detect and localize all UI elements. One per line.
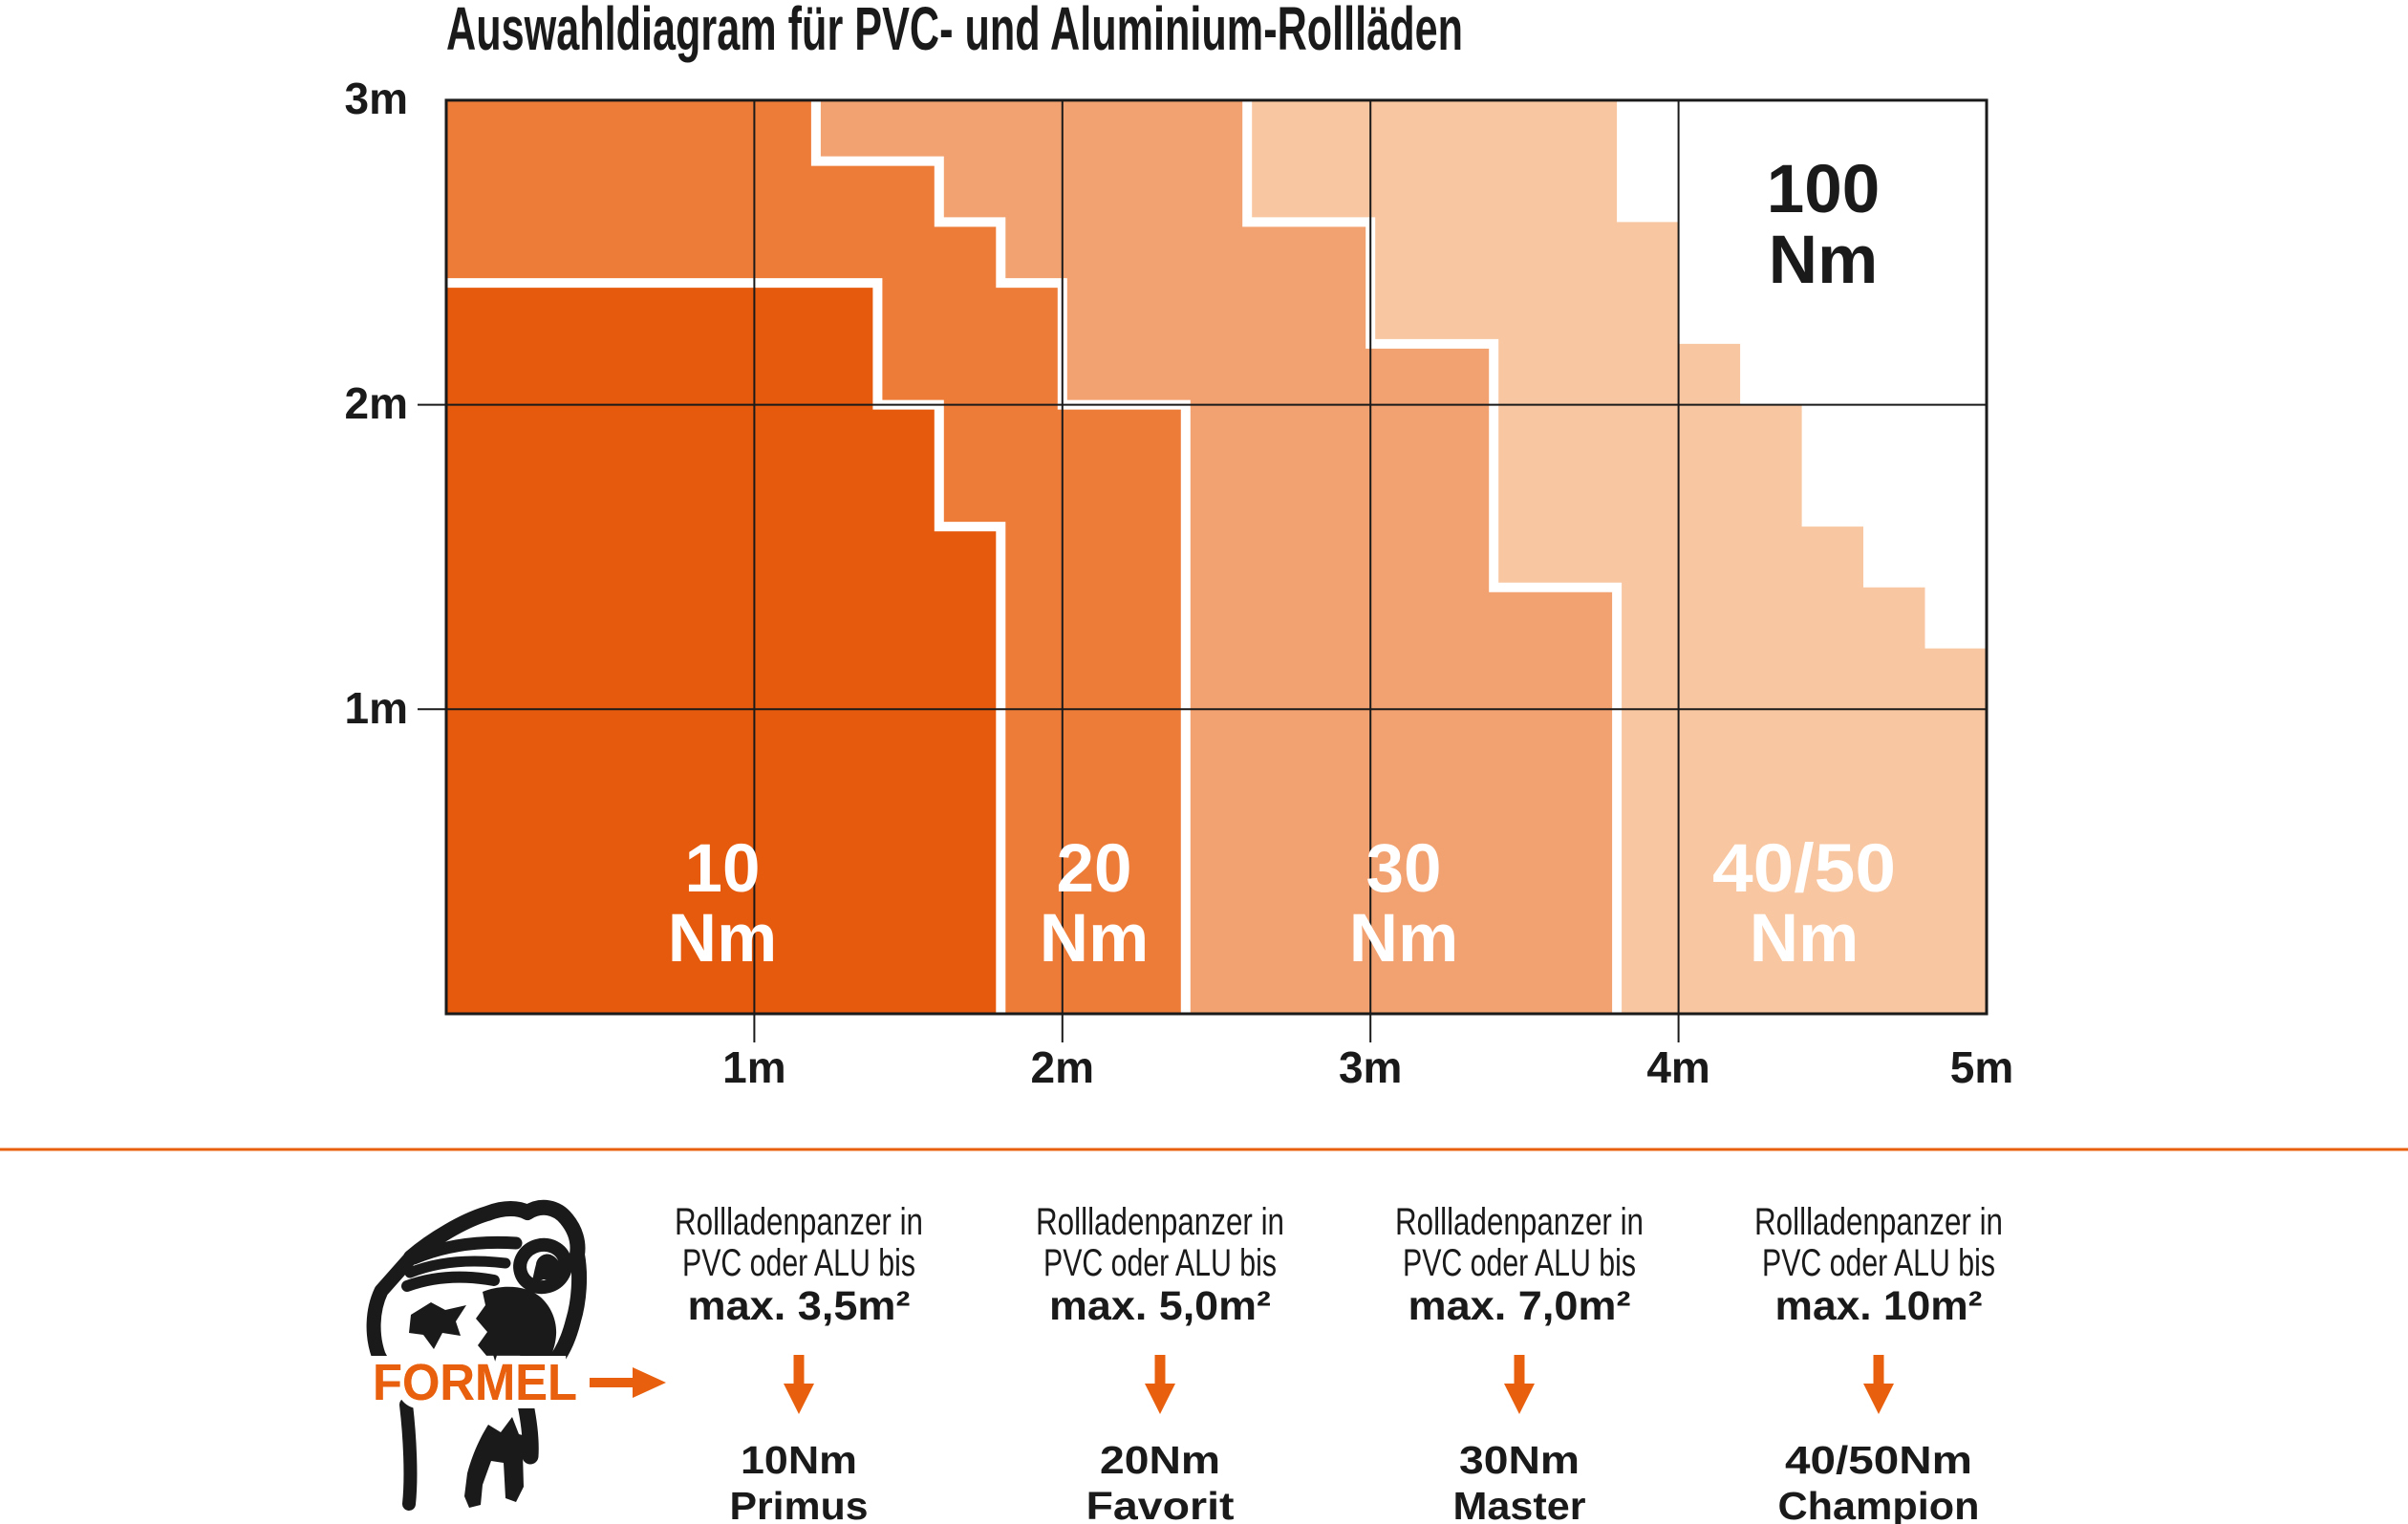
svg-text:3m: 3m	[1339, 1042, 1402, 1092]
svg-text:4m: 4m	[1646, 1042, 1709, 1092]
svg-text:30Nm: 30Nm	[1459, 1438, 1580, 1482]
svg-text:Rollladenpanzer in: Rollladenpanzer in	[1395, 1201, 1644, 1243]
svg-text:Rollladenpanzer in: Rollladenpanzer in	[675, 1201, 923, 1243]
svg-text:Master: Master	[1453, 1484, 1586, 1524]
svg-text:1m: 1m	[722, 1042, 785, 1092]
svg-text:Nm: Nm	[1769, 223, 1878, 298]
svg-text:20Nm: 20Nm	[1100, 1438, 1220, 1482]
svg-text:Nm: Nm	[1040, 901, 1149, 977]
svg-text:PVC oder ALU bis: PVC oder ALU bis	[1043, 1242, 1277, 1284]
svg-text:max. 3,5m²: max. 3,5m²	[688, 1283, 911, 1329]
svg-text:Champion: Champion	[1778, 1484, 1980, 1524]
svg-text:Nm: Nm	[1349, 901, 1458, 977]
svg-text:5m: 5m	[1950, 1042, 2013, 1092]
svg-text:2m: 2m	[1031, 1042, 1094, 1092]
svg-text:40/50: 40/50	[1712, 831, 1896, 907]
svg-text:max. 10m²: max. 10m²	[1775, 1283, 1983, 1329]
svg-text:2m: 2m	[345, 378, 408, 428]
svg-text:max. 7,0m²: max. 7,0m²	[1408, 1283, 1631, 1329]
svg-text:Rollladenpanzer in: Rollladenpanzer in	[1036, 1201, 1284, 1243]
svg-text:20: 20	[1057, 831, 1132, 907]
svg-text:Favorit: Favorit	[1086, 1484, 1235, 1524]
svg-text:3m: 3m	[345, 74, 408, 123]
svg-text:Auswahldiagram für PVC- und Al: Auswahldiagram für PVC- und Aluminium-Ro…	[446, 0, 1463, 63]
svg-text:max. 5,0m²: max. 5,0m²	[1049, 1283, 1271, 1329]
svg-text:1m: 1m	[345, 683, 408, 733]
svg-text:Nm: Nm	[668, 901, 777, 977]
svg-text:PVC oder ALU bis: PVC oder ALU bis	[682, 1242, 915, 1284]
svg-text:100: 100	[1767, 152, 1880, 227]
svg-text:30: 30	[1366, 831, 1442, 907]
svg-text:PVC oder ALU bis: PVC oder ALU bis	[1762, 1242, 1995, 1284]
svg-text:Rollladenpanzer in: Rollladenpanzer in	[1754, 1201, 2003, 1243]
svg-text:10: 10	[685, 831, 761, 907]
svg-text:40/50Nm: 40/50Nm	[1785, 1438, 1972, 1482]
svg-text:FORMEL: FORMEL	[373, 1354, 577, 1411]
svg-text:10Nm: 10Nm	[741, 1438, 857, 1482]
svg-text:FORMEL: FORMEL	[373, 1354, 577, 1411]
svg-text:PVC oder ALU bis: PVC oder ALU bis	[1403, 1242, 1636, 1284]
svg-text:Nm: Nm	[1750, 901, 1859, 977]
svg-text:Primus: Primus	[730, 1484, 869, 1524]
